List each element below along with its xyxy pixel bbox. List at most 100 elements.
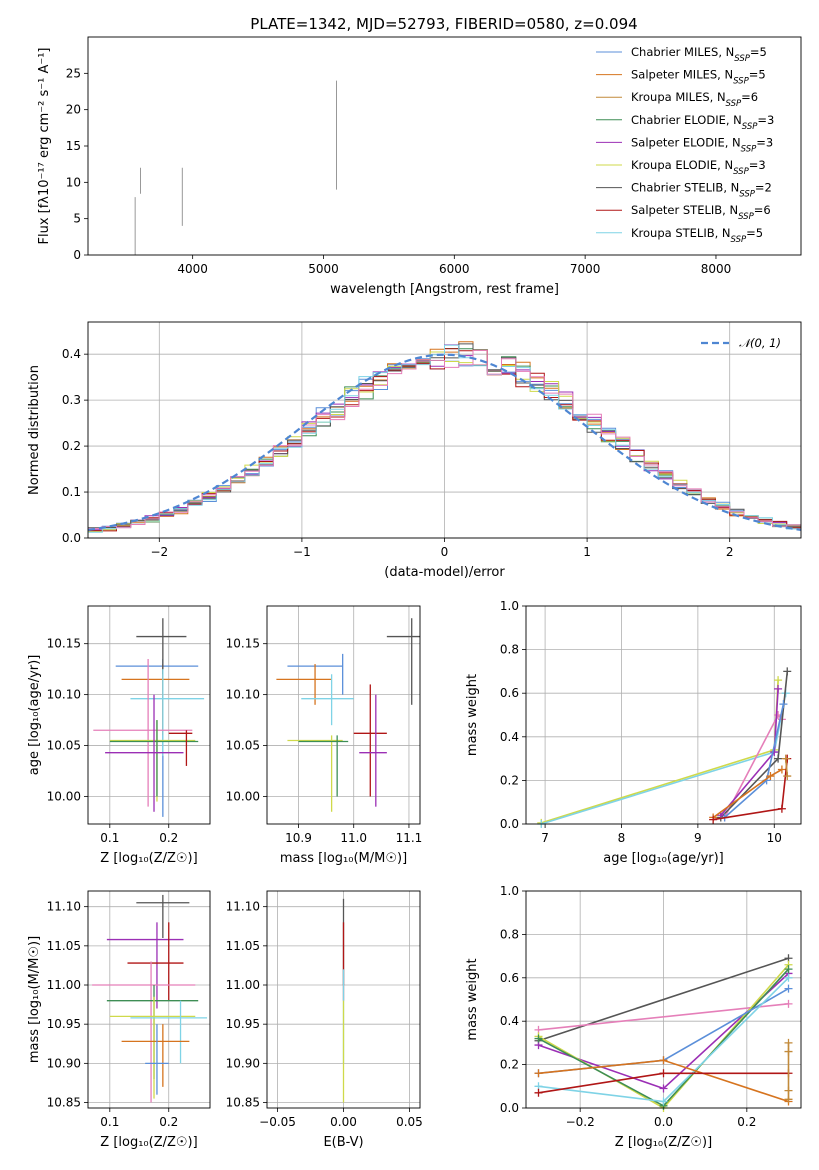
y-tick-label: 0 xyxy=(73,248,81,262)
legend-entry: Kroupa STELIB, NSSP=5 xyxy=(631,226,763,245)
weight-marker xyxy=(784,965,793,974)
x-tick-label: 0.2 xyxy=(159,831,178,845)
weight-marker xyxy=(659,1069,668,1078)
y-axis-label: age [log₁₀(age/yr)] xyxy=(27,655,42,776)
weight-marker xyxy=(784,999,793,1008)
legend-entry: 𝒩(0, 1) xyxy=(739,336,781,350)
y-tick-label: 11.05 xyxy=(226,939,260,953)
x-tick-label: −0.05 xyxy=(259,1115,296,1129)
y-tick-label: 10.10 xyxy=(47,688,81,702)
axes-frame xyxy=(87,36,802,256)
weight-marker xyxy=(779,700,788,709)
y-tick-label: 0.2 xyxy=(62,439,81,453)
y-axis-label: Flux [fλ10⁻¹⁷ erg cm⁻² s⁻¹ A⁻¹] xyxy=(37,48,52,245)
x-tick-label: 10 xyxy=(767,831,782,845)
weight-marker xyxy=(784,1086,793,1095)
y-tick-label: 10.85 xyxy=(47,1096,81,1110)
x-tick-label: 4000 xyxy=(177,262,208,276)
y-tick-label: 1.0 xyxy=(500,884,519,898)
y-tick-label: 15 xyxy=(66,139,81,153)
weight-marker xyxy=(770,748,779,757)
age-vs-mass-panel: 10.9 11.0 11.1 10.00 10.05 10.10 10.15 mass [lo… xyxy=(226,605,422,866)
y-tick-label: 0.4 xyxy=(62,347,81,361)
x-axis-label: age [log₁₀(age/yr)] xyxy=(603,851,724,866)
y-tick-label: 10.15 xyxy=(47,637,81,651)
legend-entry: Kroupa MILES, NSSP=6 xyxy=(631,90,758,109)
y-axis-label: Normed distribution xyxy=(27,365,42,495)
weight-marker xyxy=(766,772,775,781)
weight-marker xyxy=(784,1038,793,1047)
weight-marker xyxy=(774,754,783,763)
y-tick-label: 10.90 xyxy=(226,1056,260,1070)
y-tick-label: 0.0 xyxy=(500,1101,519,1115)
y-axis-label: mass [log₁₀(M/M☉)] xyxy=(27,936,42,1063)
x-tick-label: −0.2 xyxy=(566,1115,595,1129)
x-tick-label: 8000 xyxy=(701,262,732,276)
axes-frame xyxy=(525,605,802,825)
legend-entry: Kroupa ELODIE, NSSP=3 xyxy=(631,158,766,177)
legend-entry: Chabrier ELODIE, NSSP=3 xyxy=(631,113,774,132)
weight-marker xyxy=(709,815,718,824)
y-axis-label: mass weight xyxy=(465,958,480,1040)
y-tick-label: 0.6 xyxy=(500,971,519,985)
x-tick-label: 0.1 xyxy=(100,1115,119,1129)
y-tick-label: 5 xyxy=(73,212,81,226)
y-tick-label: 10.95 xyxy=(47,1017,81,1031)
y-tick-label: 10.05 xyxy=(47,739,81,753)
x-axis-label: (data-model)/error xyxy=(384,565,505,580)
weight-marker xyxy=(784,1047,793,1056)
x-tick-label: 9 xyxy=(694,831,702,845)
weight-marker xyxy=(777,765,786,774)
histogram-step xyxy=(88,344,801,533)
axes-frame xyxy=(87,890,211,1109)
y-tick-label: 10.15 xyxy=(226,637,260,651)
x-tick-label: 7000 xyxy=(570,262,601,276)
legend-entry: Salpeter MILES, NSSP=5 xyxy=(631,68,766,87)
x-tick-label: 0.2 xyxy=(159,1115,178,1129)
y-tick-label: 0.3 xyxy=(62,393,81,407)
x-axis-label: Z [log₁₀(Z/Z☉)] xyxy=(615,1135,712,1150)
legend-entry: Chabrier STELIB, NSSP=2 xyxy=(631,181,772,200)
y-axis-label: mass weight xyxy=(465,674,480,756)
axes-frame xyxy=(87,321,802,539)
age-vs-Z-panel: 0.1 0.2 10.00 10.05 10.10 10.15 Z [log₁₀(Z/Z☉)… xyxy=(27,605,211,866)
legend-entry: Salpeter ELODIE, NSSP=3 xyxy=(631,135,773,154)
x-tick-label: 5000 xyxy=(308,262,339,276)
histogram-step xyxy=(88,349,801,532)
weight-marker xyxy=(534,1088,543,1097)
x-axis-label: wavelength [Angstrom, rest frame] xyxy=(330,282,559,297)
y-tick-label: 0.8 xyxy=(500,643,519,657)
x-tick-label: 6000 xyxy=(439,262,470,276)
x-tick-label: 10.9 xyxy=(285,831,312,845)
y-tick-label: 0.1 xyxy=(62,485,81,499)
y-tick-label: 11.10 xyxy=(226,900,260,914)
y-tick-label: 10.95 xyxy=(226,1017,260,1031)
y-tick-label: 1.0 xyxy=(500,599,519,613)
x-tick-label: 7 xyxy=(541,831,549,845)
y-tick-label: 10.05 xyxy=(226,739,260,753)
x-axis-label: Z [log₁₀(Z/Z☉)] xyxy=(100,1135,197,1150)
y-tick-label: 25 xyxy=(66,66,81,80)
y-tick-label: 0.8 xyxy=(500,927,519,941)
y-tick-label: 20 xyxy=(66,103,81,117)
x-axis-label: mass [log₁₀(M/M☉)] xyxy=(280,851,407,866)
x-tick-label: 0.2 xyxy=(737,1115,756,1129)
weight-marker xyxy=(659,1084,668,1093)
legend-entry: Salpeter STELIB, NSSP=6 xyxy=(631,203,771,222)
weight-marker xyxy=(534,1034,543,1043)
x-tick-label: 0.00 xyxy=(330,1115,357,1129)
weight-marker xyxy=(783,667,792,676)
figure-title: PLATE=1342, MJD=52793, FIBERID=0580, z=0… xyxy=(250,15,637,33)
y-tick-label: 0.4 xyxy=(500,1014,519,1028)
x-tick-label: 0.05 xyxy=(396,1115,423,1129)
axes-frame xyxy=(87,605,211,825)
weight-marker xyxy=(534,1069,543,1078)
y-tick-label: 10.10 xyxy=(226,688,260,702)
y-tick-label: 0.0 xyxy=(500,817,519,831)
y-tick-label: 10.85 xyxy=(226,1096,260,1110)
y-tick-label: 0.2 xyxy=(500,773,519,787)
weight-marker xyxy=(784,984,793,993)
weight-marker xyxy=(777,804,786,813)
x-tick-label: 11.0 xyxy=(340,831,367,845)
weight-marker xyxy=(659,1056,668,1065)
